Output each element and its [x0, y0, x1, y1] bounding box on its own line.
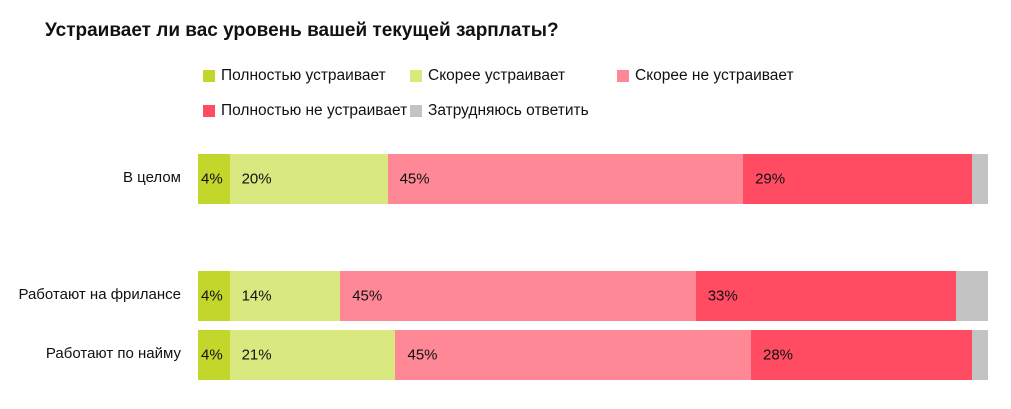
bar-segment: [972, 154, 988, 204]
bar-segment: 4%: [198, 330, 230, 380]
data-label: 45%: [352, 287, 383, 305]
data-label: 4%: [201, 346, 223, 364]
bar-segment: 29%: [743, 154, 973, 204]
data-label: 33%: [707, 287, 738, 305]
data-label: 45%: [407, 346, 438, 364]
data-label: 21%: [241, 346, 272, 364]
legend-label: Полностью устраивает: [221, 67, 386, 84]
legend-swatch: [410, 70, 422, 82]
bar-segment: 45%: [387, 154, 744, 204]
bar-segment: [972, 330, 988, 380]
legend-swatch: [410, 105, 422, 117]
data-label: 20%: [241, 170, 272, 188]
bar-segment: 14%: [229, 271, 341, 321]
legend-label: Скорее устраивает: [428, 67, 566, 84]
legend-item: Полностью не устраивает: [203, 102, 407, 120]
legend-swatch: [203, 70, 215, 82]
legend-label: Полностью не устраивает: [221, 102, 408, 119]
data-label: 45%: [399, 170, 430, 188]
legend-item: Скорее не устраивает: [617, 67, 794, 85]
bar-segment: 45%: [395, 330, 751, 380]
stacked-bar: 4% 14% 45% 33%: [198, 271, 988, 321]
legend-label: Затрудняюсь ответить: [428, 102, 589, 119]
bar-segment: [956, 271, 988, 321]
bar-segment: 4%: [198, 271, 230, 321]
category-label: Работают на фрилансе: [18, 286, 181, 303]
data-label: 14%: [241, 287, 272, 305]
stacked-bar: 4% 20% 45% 29%: [198, 154, 988, 204]
bar-segment: 33%: [695, 271, 957, 321]
legend-swatch: [617, 70, 629, 82]
bar-segment: 45%: [340, 271, 696, 321]
legend-label: Скорее не устраивает: [635, 67, 794, 84]
bar-segment: 20%: [229, 154, 388, 204]
legend-swatch: [203, 105, 215, 117]
legend-item: Скорее устраивает: [410, 67, 565, 85]
category-label: Работают по найму: [45, 345, 181, 362]
legend-item: Полностью устраивает: [203, 67, 386, 85]
legend-item: Затрудняюсь ответить: [410, 102, 589, 120]
stacked-bar: 4% 21% 45% 28%: [198, 330, 988, 380]
data-label: 29%: [755, 170, 786, 188]
bar-segment: 4%: [198, 154, 230, 204]
bar-segment: 28%: [750, 330, 973, 380]
category-label: В целом: [122, 169, 181, 186]
data-label: 28%: [762, 346, 794, 364]
data-label: 4%: [201, 287, 223, 305]
chart-title: Устраивает ли вас уровень вашей текущей …: [45, 20, 559, 41]
bar-segment: 21%: [229, 330, 396, 380]
data-label: 4%: [201, 170, 223, 188]
